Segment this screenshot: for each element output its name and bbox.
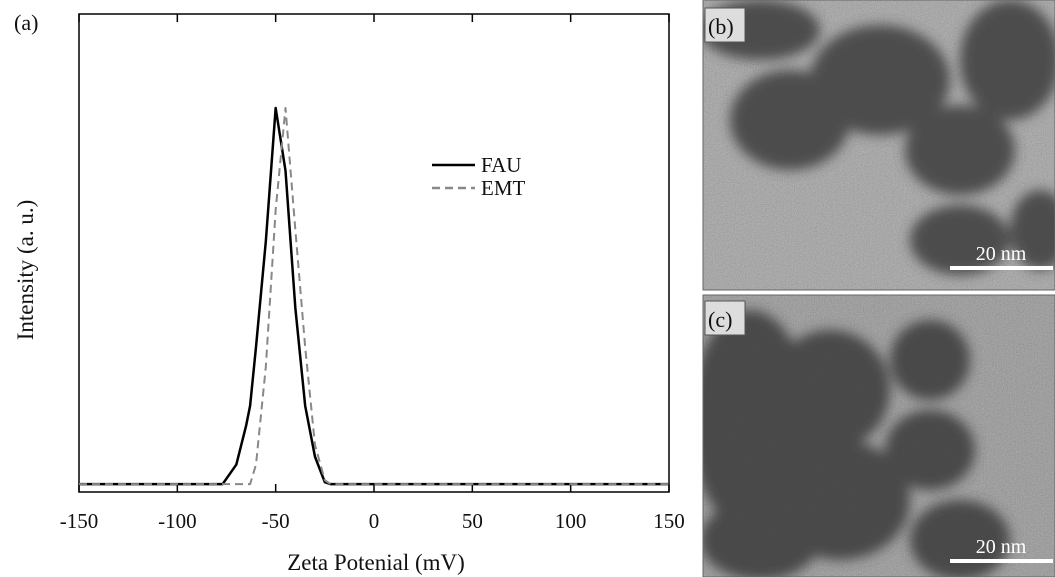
x-tick-label: -50 xyxy=(262,509,290,533)
scale-bar xyxy=(950,266,1053,270)
x-tick-label: 150 xyxy=(653,509,685,533)
image-frame xyxy=(702,0,1055,291)
x-tick-label: -100 xyxy=(158,509,197,533)
plot-frame xyxy=(78,13,670,493)
x-tick-label: 100 xyxy=(555,509,587,533)
tem-image xyxy=(703,295,1055,577)
image-label: (c) xyxy=(708,307,732,332)
scale-bar xyxy=(950,559,1053,563)
label-box xyxy=(704,7,746,43)
y-axis-label: Intensity (a. u.) xyxy=(13,200,38,341)
x-axis-label: Zeta Potenial (mV) xyxy=(287,550,465,575)
legend-label: EMT xyxy=(481,176,526,200)
series-line xyxy=(79,107,669,486)
series-line xyxy=(79,106,669,486)
x-tick-label: 50 xyxy=(462,509,483,533)
image-frame xyxy=(702,294,1055,577)
particles xyxy=(703,0,1055,275)
tem-image xyxy=(703,0,1055,290)
particles xyxy=(703,310,1010,577)
panel-label: (a) xyxy=(14,10,38,35)
legend-label: FAU xyxy=(481,153,521,177)
scale-bar-label: 20 nm xyxy=(976,536,1027,558)
x-tick-label: -150 xyxy=(60,509,99,533)
label-box xyxy=(704,300,746,336)
image-label: (b) xyxy=(708,14,734,39)
x-tick-label: 0 xyxy=(369,509,380,533)
scale-bar-label: 20 nm xyxy=(976,243,1027,265)
